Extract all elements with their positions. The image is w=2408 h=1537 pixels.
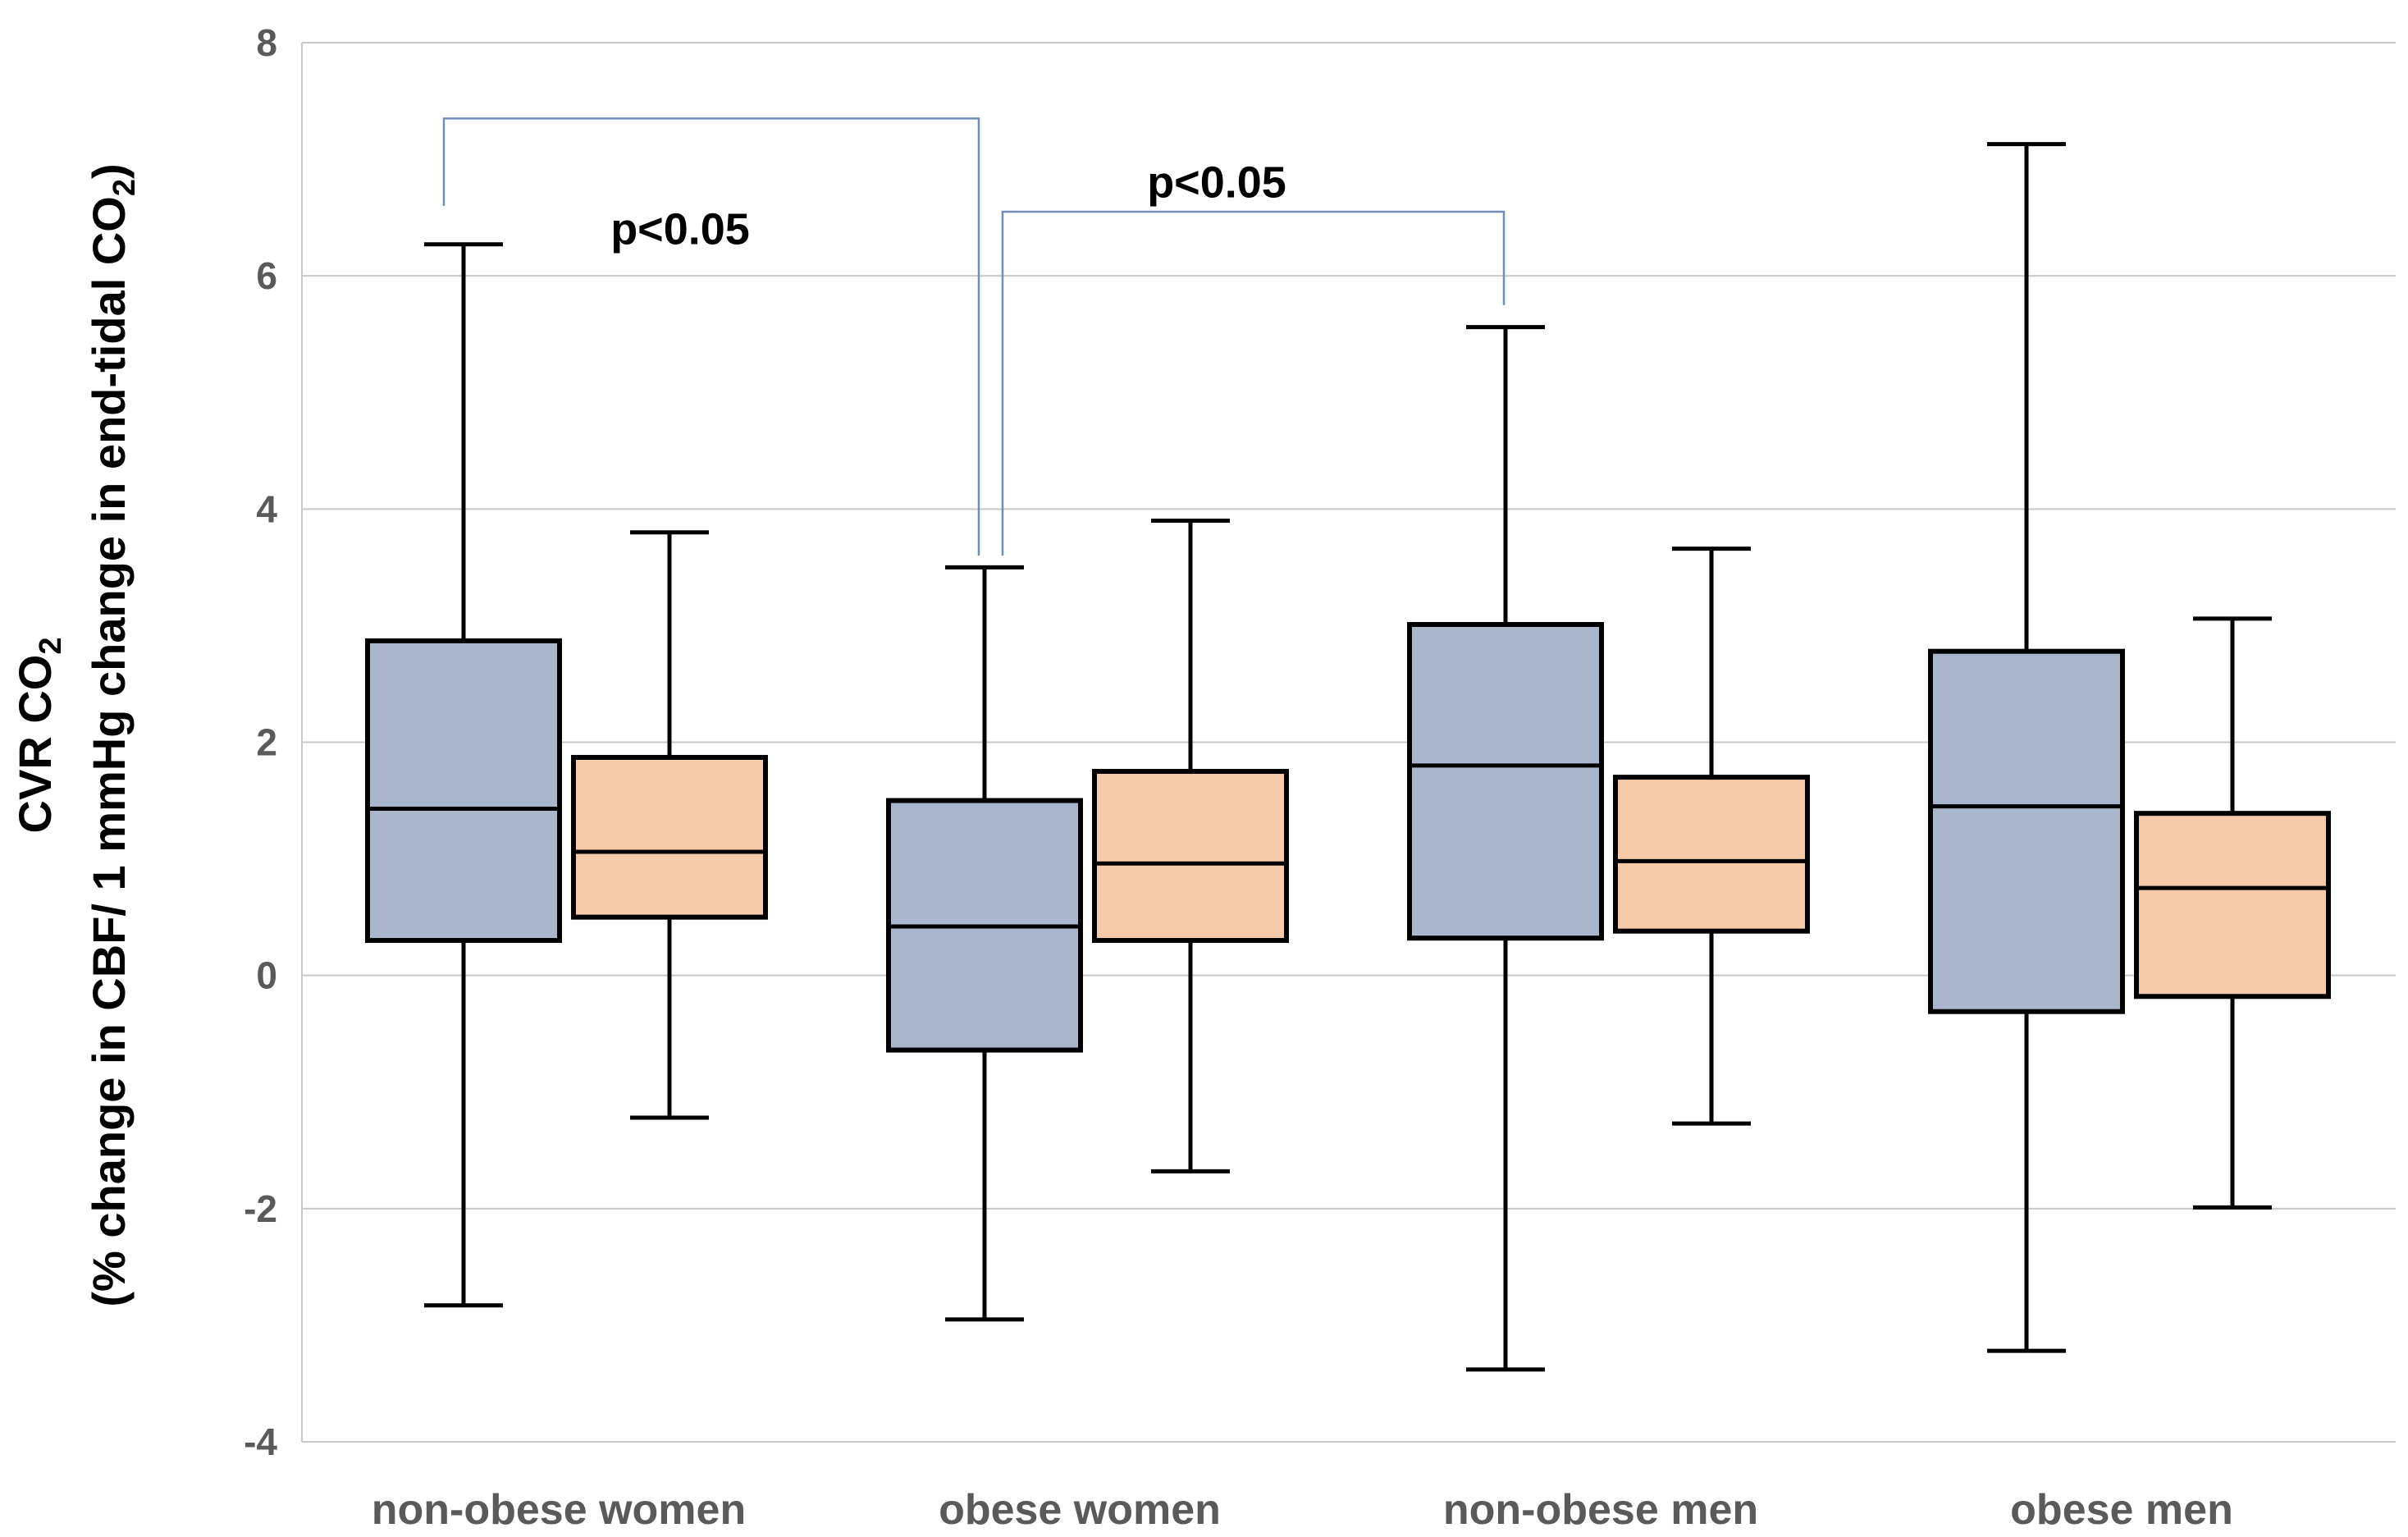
box-non-obese-men-series-1 — [1407, 325, 1604, 1372]
p-value-label: p<0.05 — [610, 204, 750, 254]
y-axis-label: CVR CO2 (% change in CBF/ 1 mmHg change … — [9, 163, 142, 1306]
box-non-obese-women-series-1 — [365, 242, 562, 1308]
y-tick-label: -4 — [244, 1420, 277, 1463]
y-tick-label: 8 — [256, 21, 277, 64]
significance-bracket — [442, 117, 980, 556]
y-tick-label: 4 — [256, 487, 277, 530]
y-tick-label: 6 — [256, 254, 277, 297]
box-non-obese-women-series-2 — [571, 530, 768, 1120]
gridlines — [302, 42, 2396, 1443]
box-obese-men-series-1 — [1928, 142, 2125, 1353]
annotation-labels: p<0.05 p<0.05 — [610, 158, 1286, 254]
category-labels: non-obese women obese women non-obese men o… — [372, 1486, 2233, 1534]
significance-brackets — [442, 117, 1506, 556]
y-tick-label: 0 — [256, 954, 277, 997]
box-obese-women-series-1 — [886, 565, 1083, 1322]
iqr-box — [1092, 769, 1289, 944]
y-axis-label-line2: (% change in CBF/ 1 mmHg change in end-t… — [83, 163, 142, 1306]
box-obese-women-series-2 — [1092, 519, 1289, 1173]
box-obese-men-series-2 — [2134, 616, 2331, 1210]
p-value-label: p<0.05 — [1147, 158, 1286, 208]
iqr-box — [1613, 775, 1810, 934]
category-label: obese women — [939, 1486, 1221, 1534]
iqr-box — [2134, 811, 2331, 1000]
category-label: obese men — [2010, 1486, 2233, 1534]
box-non-obese-men-series-2 — [1613, 547, 1810, 1126]
iqr-box — [365, 638, 562, 944]
box-series — [365, 142, 2331, 1372]
iqr-box — [1928, 648, 2125, 1014]
y-tick-label: 2 — [256, 721, 277, 764]
y-tick-labels: -4 -2 0 2 4 6 8 — [244, 21, 277, 1463]
y-axis-label-line1: CVR CO2 — [9, 638, 68, 834]
iqr-box — [1407, 621, 1604, 941]
category-label: non-obese men — [1443, 1486, 1758, 1534]
iqr-box — [571, 754, 768, 920]
y-tick-label: -2 — [244, 1187, 277, 1230]
significance-bracket — [1001, 210, 1506, 556]
category-label: non-obese women — [372, 1486, 746, 1534]
